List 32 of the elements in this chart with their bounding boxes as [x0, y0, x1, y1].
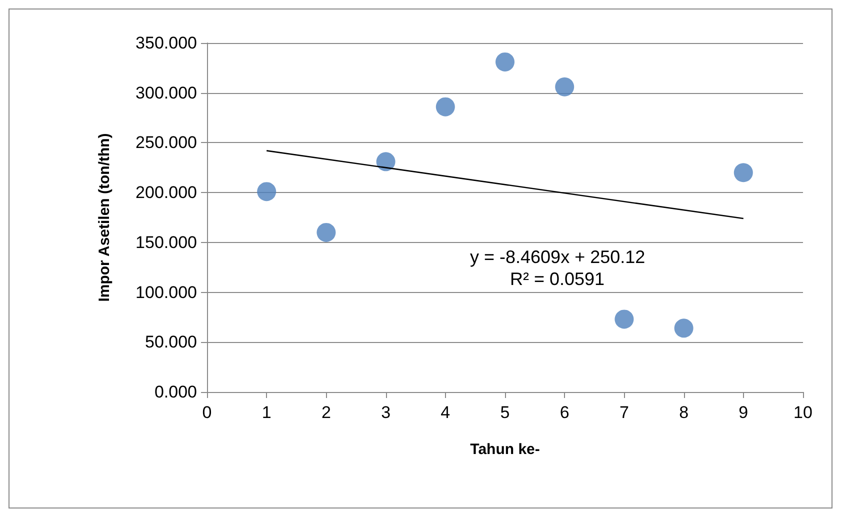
point — [674, 318, 694, 338]
x-tick-label: 3 — [381, 403, 391, 422]
x-tick-label: 7 — [619, 403, 629, 422]
y-tick-label: 0.000 — [154, 382, 197, 402]
x-tick-label: 6 — [560, 403, 570, 422]
x-tick-label: 0 — [202, 403, 212, 422]
x-tick-label: 2 — [321, 403, 331, 422]
x-tick-label: 4 — [440, 403, 450, 422]
y-tick-label: 200.000 — [136, 183, 197, 202]
x-axis-title: Tahun ke- — [470, 441, 540, 458]
y-tick-label: 300.000 — [136, 83, 197, 102]
point — [316, 222, 336, 242]
point — [555, 77, 574, 96]
point — [496, 52, 514, 72]
x-tick-label: 9 — [738, 403, 748, 422]
y-tick-label: 250.000 — [136, 133, 197, 152]
point — [734, 163, 753, 182]
y-tick-label: 100.000 — [136, 282, 197, 302]
x-tick-label: 10 — [794, 403, 812, 422]
x-tick-label: 1 — [262, 403, 272, 422]
point — [376, 152, 396, 172]
point — [614, 310, 634, 329]
point — [257, 182, 276, 202]
x-tick-label: 5 — [500, 403, 510, 422]
annotation: R² = 0.0591 — [510, 269, 605, 289]
annotation: y = -8.4609x + 250.12 — [470, 247, 646, 267]
y-axis-title: Impor Asetilen (ton/thn) — [96, 133, 113, 302]
x-tick-label: 8 — [679, 403, 689, 422]
y-tick-label: 50.000 — [145, 332, 197, 352]
y-tick-label: 150.000 — [136, 232, 197, 252]
point — [436, 97, 455, 116]
y-tick-label: 350.000 — [136, 34, 197, 52]
